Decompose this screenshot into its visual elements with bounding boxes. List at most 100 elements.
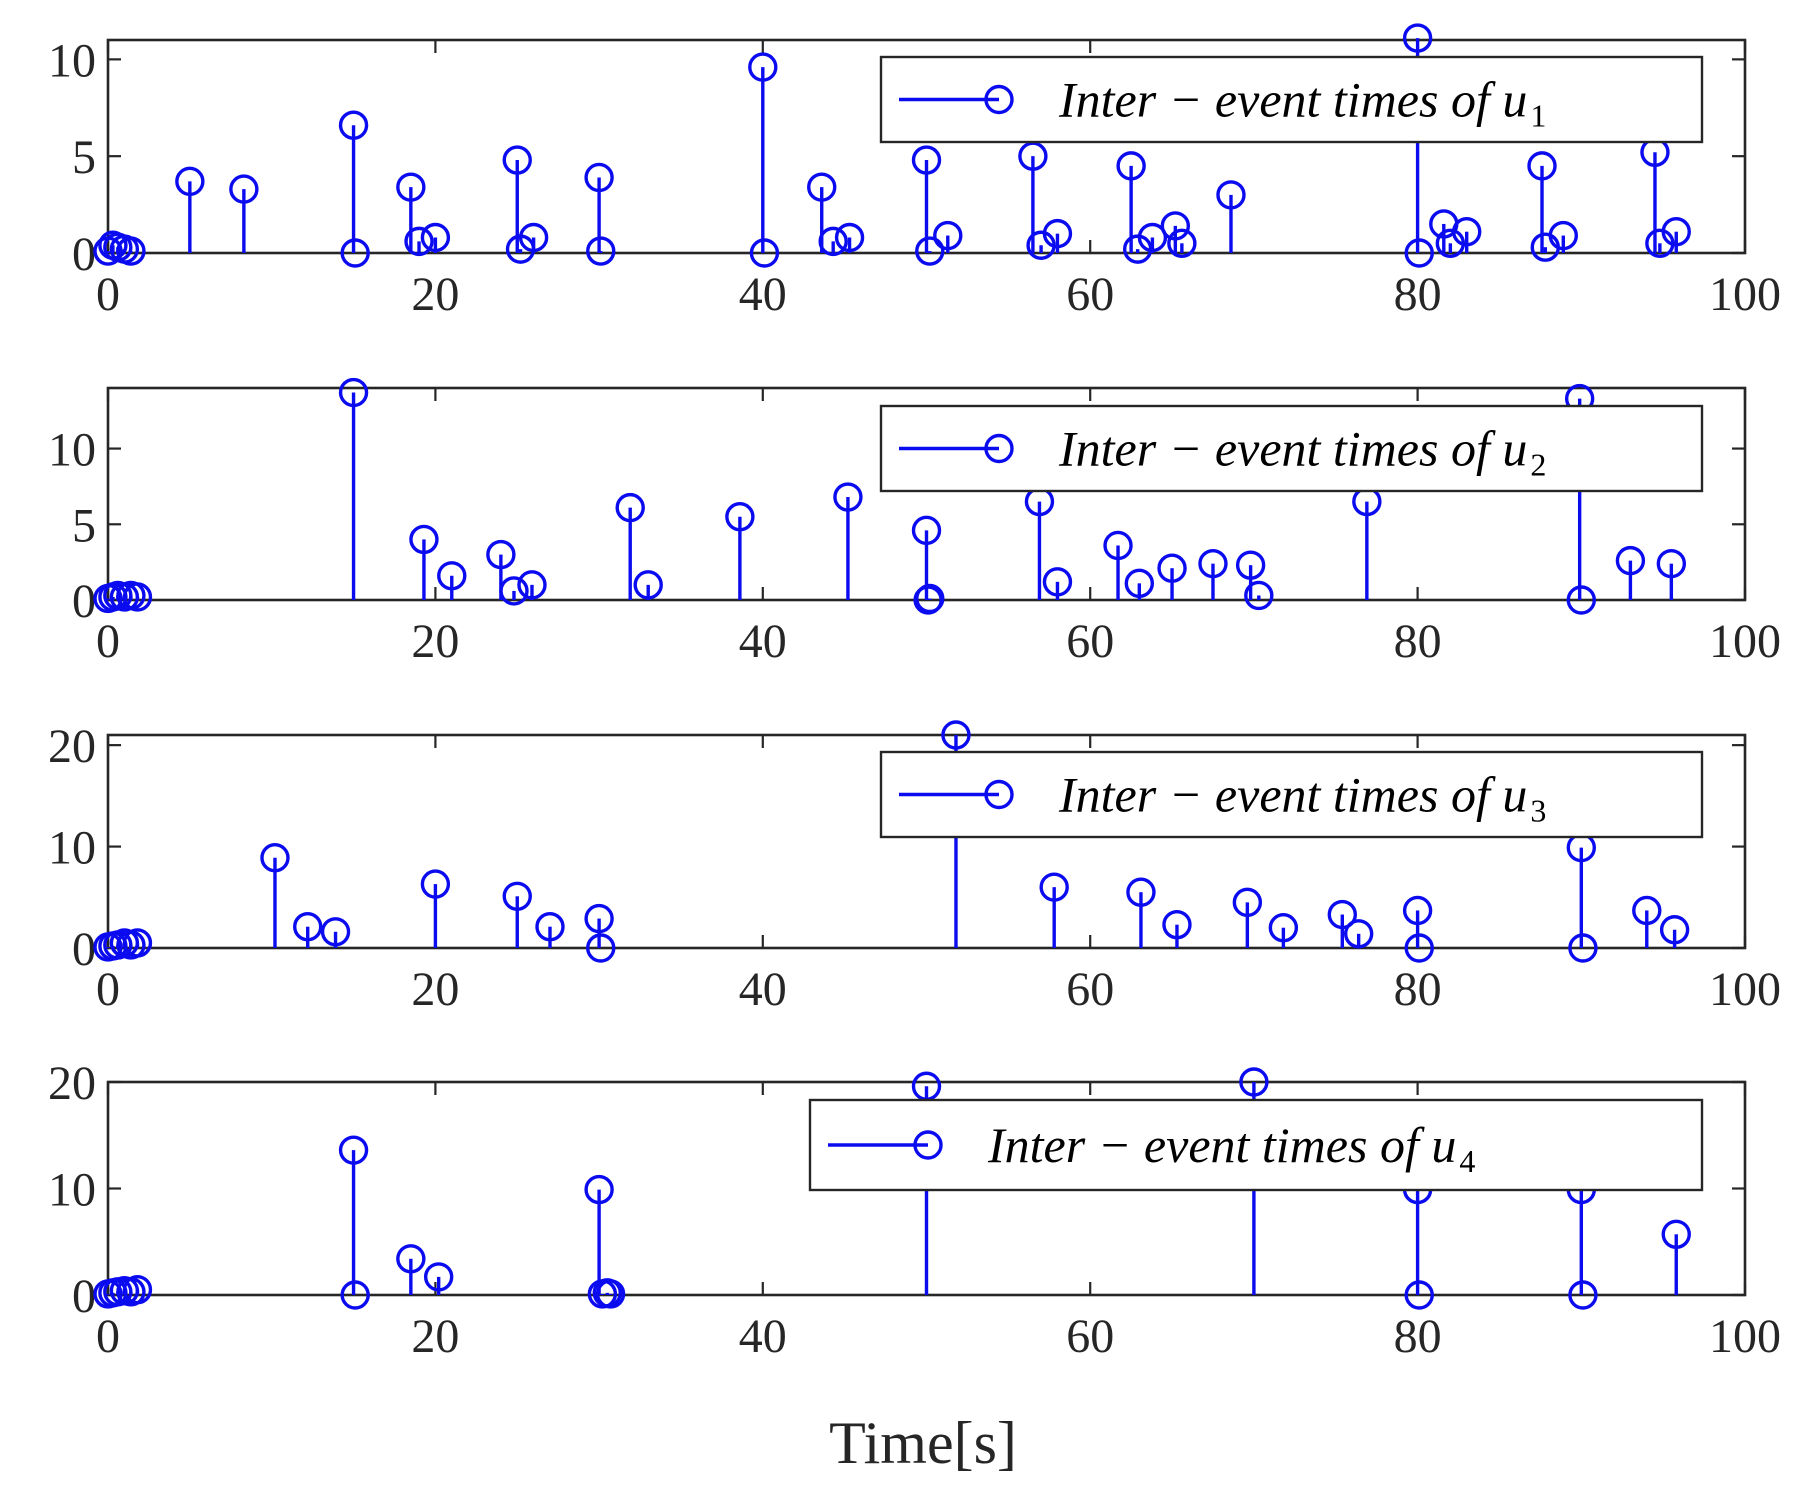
stem-marker xyxy=(1157,553,1187,583)
stem-marker xyxy=(1566,585,1597,615)
stem-marker xyxy=(911,145,942,175)
y-tick-label: 20 xyxy=(48,720,96,773)
stem-marker xyxy=(122,928,153,958)
stem-marker xyxy=(834,222,865,253)
y-tick-label: 10 xyxy=(48,424,96,477)
stem-marker xyxy=(1167,228,1197,259)
stem-marker xyxy=(1103,530,1133,561)
stem-marker xyxy=(833,482,863,512)
x-tick-label: 40 xyxy=(739,1310,787,1363)
stem-marker xyxy=(423,1262,454,1292)
stem-plot-panels: 0 20 40 60 80 100 0 5 10 Inter − event times of u… xyxy=(48,23,1781,1363)
legend-box xyxy=(879,750,1704,839)
legend-label-subscript: 4 xyxy=(1459,1143,1475,1179)
stem-marker xyxy=(409,524,439,555)
stem-marker xyxy=(260,843,290,873)
y-tick-label: 0 xyxy=(72,228,96,281)
stem-marker xyxy=(941,720,971,750)
stem-marker xyxy=(725,502,755,532)
stem-marker xyxy=(320,917,351,947)
legend-label: Inter − event times of u3 xyxy=(1058,767,1546,829)
stem-marker xyxy=(1527,151,1557,181)
x-tick-label: 80 xyxy=(1394,963,1442,1016)
stem-marker xyxy=(340,1280,370,1310)
legend: Inter − event times of u2 xyxy=(879,404,1704,493)
legend: Inter − event times of u1 xyxy=(879,55,1704,144)
panel-2: 0 20 40 60 80 100 0 5 10 Inter − event times of u… xyxy=(48,377,1781,668)
stem-marker xyxy=(338,110,369,140)
stem-marker xyxy=(1162,909,1192,940)
stem-marker xyxy=(586,236,616,266)
panel-4: 0 20 40 60 80 100 0 10 20 Inter − event times of … xyxy=(48,1057,1781,1363)
stem-marker xyxy=(517,570,547,600)
stem-marker xyxy=(1116,151,1146,181)
x-tick-label: 60 xyxy=(1066,963,1114,1016)
y-tick-label: 20 xyxy=(48,1057,96,1110)
legend-marker-sample xyxy=(984,779,1014,810)
stem-marker xyxy=(338,1135,369,1165)
stem-marker xyxy=(404,226,434,257)
panel-3: 0 20 40 60 80 100 0 10 20 Inter − event times of … xyxy=(48,720,1781,1016)
legend-marker-sample xyxy=(984,433,1014,464)
stem-marker xyxy=(1137,222,1168,253)
stem-marker xyxy=(1404,1280,1434,1310)
stem-marker xyxy=(1268,913,1299,943)
stem-marker xyxy=(911,515,942,546)
stem-marker xyxy=(584,162,614,193)
stem-marker xyxy=(535,912,565,942)
stem-marker xyxy=(1244,580,1274,611)
stem-marker xyxy=(116,236,146,266)
x-tick-label: 80 xyxy=(1394,268,1442,321)
stem-marker xyxy=(1039,872,1069,902)
legend: Inter − event times of u4 xyxy=(808,1098,1704,1192)
x-tick-label: 80 xyxy=(1394,1310,1442,1363)
legend-box xyxy=(879,404,1704,493)
legend-label-text: Inter − event times of u xyxy=(1058,767,1527,823)
stem-marker xyxy=(1568,1280,1598,1310)
stem-marker xyxy=(1232,887,1263,918)
x-tick-label: 20 xyxy=(411,963,459,1016)
x-axis-label: Time[s] xyxy=(829,1410,1017,1476)
y-tick-label: 10 xyxy=(48,34,96,87)
x-tick-label: 100 xyxy=(1709,1310,1781,1363)
stem-marker xyxy=(502,145,532,175)
stem-marker xyxy=(1659,915,1690,945)
stem-marker xyxy=(420,869,451,899)
stem-marker xyxy=(1216,180,1246,210)
y-tick-label: 5 xyxy=(72,131,96,184)
x-tick-label: 100 xyxy=(1709,963,1781,1016)
stem-marker xyxy=(293,912,323,942)
legend-label: Inter − event times of u2 xyxy=(1058,421,1546,483)
legend-label-subscript: 2 xyxy=(1530,447,1546,483)
legend-label-text: Inter − event times of u xyxy=(987,1117,1456,1173)
stem-marker xyxy=(122,582,153,612)
stem-marker xyxy=(1126,877,1156,907)
stem-marker xyxy=(595,1279,626,1309)
legend-label-subscript: 1 xyxy=(1530,98,1546,134)
stem-marker xyxy=(420,222,451,253)
legend-box xyxy=(808,1098,1704,1192)
legend-marker-sample xyxy=(913,1130,943,1160)
legend: Inter − event times of u3 xyxy=(879,750,1704,839)
stem-marker xyxy=(518,222,549,253)
stem-marker xyxy=(499,576,529,606)
stem-marker xyxy=(1632,895,1662,926)
x-tick-label: 40 xyxy=(739,963,787,1016)
x-tick-label: 100 xyxy=(1709,268,1781,321)
legend-label-subscript: 3 xyxy=(1530,793,1546,829)
x-tick-label: 20 xyxy=(411,615,459,668)
stem-marker xyxy=(633,570,663,600)
stem-marker xyxy=(1042,218,1073,249)
y-tick-label: 10 xyxy=(48,822,96,875)
stem-marker xyxy=(1404,238,1434,268)
legend-label: Inter − event times of u4 xyxy=(987,1117,1475,1179)
stem-marker xyxy=(1235,550,1266,580)
x-tick-label: 0 xyxy=(96,268,120,321)
legend-label-text: Inter − event times of u xyxy=(1058,72,1527,128)
x-tick-label: 80 xyxy=(1394,615,1442,668)
legend-box xyxy=(879,55,1704,144)
stem-marker xyxy=(175,166,205,197)
stem-marker xyxy=(486,539,516,570)
stem-marker xyxy=(807,172,837,202)
